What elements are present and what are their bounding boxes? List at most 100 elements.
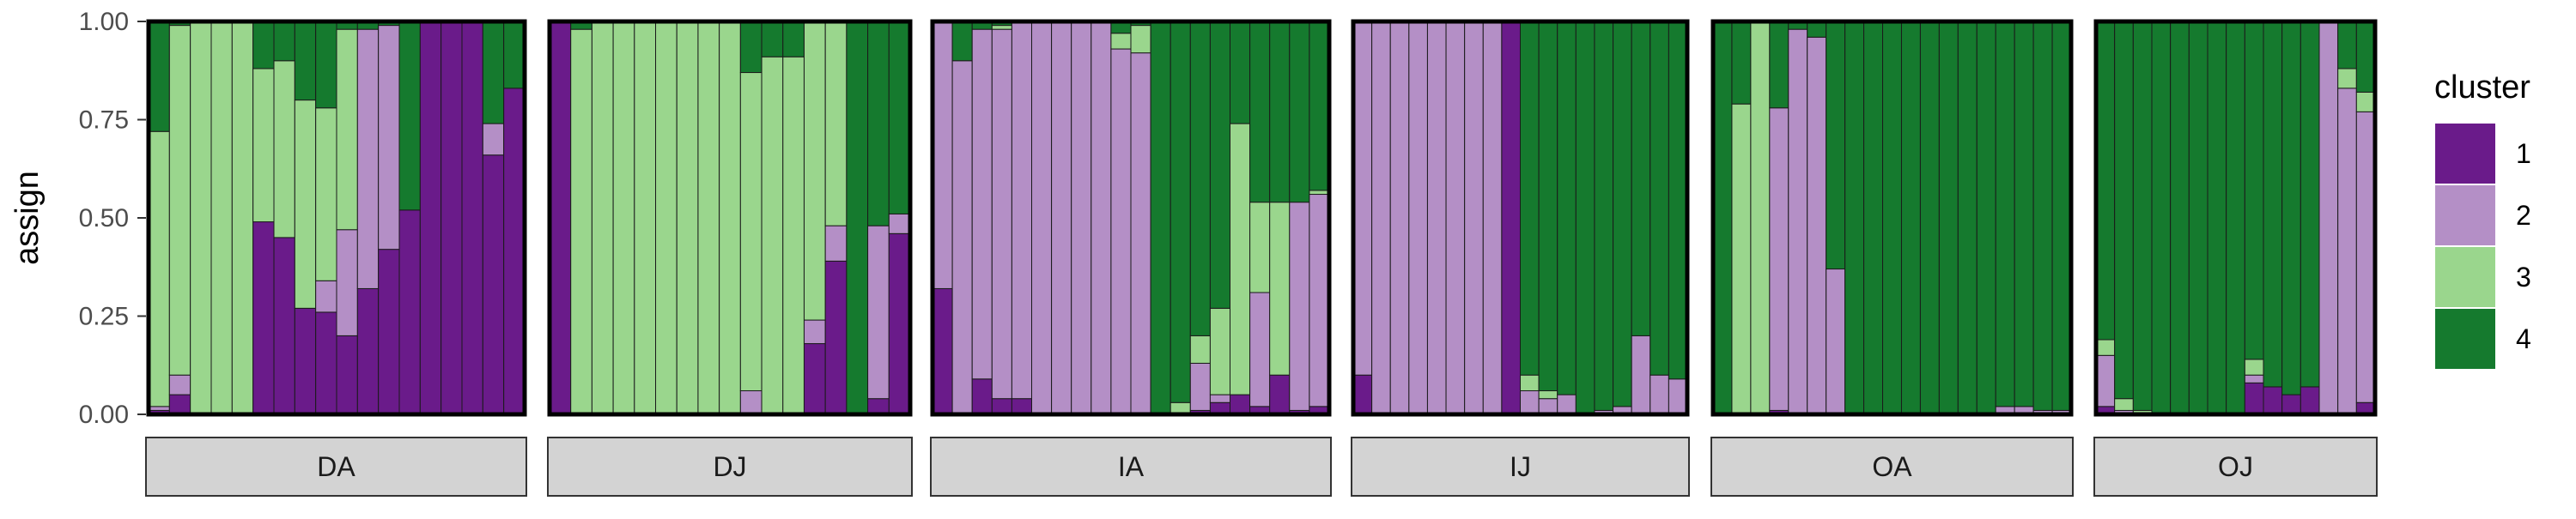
bar-segment-cluster-2 bbox=[356, 28, 380, 289]
bar-segment-cluster-4 bbox=[1769, 21, 1789, 109]
bar-segment-cluster-2 bbox=[1807, 36, 1827, 415]
bar-segment-cluster-4 bbox=[888, 21, 911, 214]
bar-segment-cluster-4 bbox=[1882, 21, 1902, 415]
bar-segment-cluster-4 bbox=[1230, 21, 1251, 124]
bar-segment-cluster-2 bbox=[991, 28, 1012, 400]
strip-background bbox=[930, 437, 1332, 497]
legend-key bbox=[2433, 245, 2497, 309]
bar-segment-cluster-3 bbox=[2355, 91, 2376, 112]
legend-label: 2 bbox=[2516, 200, 2531, 231]
bar-segment-cluster-1 bbox=[356, 287, 380, 415]
bar-segment-cluster-1 bbox=[1269, 374, 1291, 415]
bar-segment-cluster-3 bbox=[1269, 202, 1291, 376]
strip-background bbox=[547, 437, 913, 497]
bar-segment-cluster-2 bbox=[1091, 21, 1112, 415]
facet-panels bbox=[146, 19, 2378, 417]
bar-segment-cluster-1 bbox=[294, 307, 317, 415]
bar-segment-cluster-2 bbox=[971, 28, 993, 380]
bar-segment-cluster-2 bbox=[824, 225, 848, 262]
bar-segment-cluster-3 bbox=[2244, 359, 2264, 376]
bar-segment-cluster-3 bbox=[1750, 21, 1771, 415]
bar-segment-cluster-2 bbox=[1426, 21, 1447, 415]
bar-segment-cluster-2 bbox=[1031, 21, 1053, 415]
strip-label: OA bbox=[1872, 451, 1912, 482]
bar-segment-cluster-3 bbox=[676, 21, 699, 415]
bar-segment-cluster-3 bbox=[719, 21, 741, 415]
bar-segment-cluster-1 bbox=[336, 335, 358, 415]
bar-segment-cluster-2 bbox=[2095, 354, 2116, 407]
y-tick-label: 1.00 bbox=[79, 8, 129, 36]
legend-item-2: 2 bbox=[2433, 184, 2531, 247]
bar-segment-cluster-4 bbox=[1938, 21, 1959, 415]
bar-segment-cluster-4 bbox=[761, 21, 784, 57]
panel-border bbox=[547, 19, 913, 417]
bar-segment-cluster-3 bbox=[148, 130, 170, 407]
bar-segment-cluster-1 bbox=[273, 237, 295, 415]
bar-segment-cluster-4 bbox=[1289, 21, 1310, 203]
facet-strip-oj: OJ bbox=[2093, 437, 2378, 497]
y-tick-label: 0.50 bbox=[79, 204, 129, 232]
bar-segment-cluster-1 bbox=[398, 209, 421, 415]
bar-segment-cluster-4 bbox=[1613, 21, 1632, 407]
bar-segment-cluster-2 bbox=[1189, 362, 1211, 411]
legend-label: 1 bbox=[2516, 138, 2531, 169]
bar-segment-cluster-2 bbox=[951, 60, 973, 415]
bar-segment-cluster-4 bbox=[2051, 21, 2072, 411]
bar-segment-cluster-3 bbox=[1230, 123, 1251, 395]
bar-segment-cluster-3 bbox=[273, 60, 295, 238]
bar-segment-cluster-1 bbox=[2244, 382, 2264, 415]
bar-segment-cluster-2 bbox=[1051, 21, 1072, 415]
facet-panel-ij bbox=[1351, 19, 1690, 417]
bar-segment-cluster-3 bbox=[2337, 68, 2357, 89]
bar-segment-cluster-3 bbox=[168, 25, 191, 376]
bar-segment-cluster-3 bbox=[1189, 335, 1211, 364]
bar-segment-cluster-4 bbox=[2337, 21, 2357, 69]
legend-item-3: 3 bbox=[2433, 245, 2531, 309]
bar-segment-cluster-4 bbox=[2188, 21, 2208, 415]
bar-segment-cluster-4 bbox=[1995, 21, 2015, 407]
facet-panel-ia bbox=[930, 19, 1332, 417]
bar-segment-cluster-3 bbox=[294, 100, 317, 309]
bar-segment-cluster-1 bbox=[168, 394, 191, 415]
bar-segment-cluster-4 bbox=[1844, 21, 1865, 415]
bar-segment-cluster-4 bbox=[273, 21, 295, 62]
bar-segment-cluster-3 bbox=[252, 68, 275, 223]
bar-segment-cluster-2 bbox=[1788, 28, 1808, 415]
bar-segment-cluster-1 bbox=[991, 398, 1012, 415]
bar-segment-cluster-2 bbox=[1371, 21, 1391, 415]
facet-panel-da bbox=[146, 19, 527, 417]
strip-label: OJ bbox=[2218, 451, 2253, 482]
bar-segment-cluster-2 bbox=[1011, 21, 1033, 400]
legend-item-4: 4 bbox=[2433, 307, 2531, 371]
bar-segment-cluster-2 bbox=[1826, 269, 1846, 415]
bar-segment-cluster-4 bbox=[398, 21, 421, 211]
bar-segment-cluster-3 bbox=[570, 28, 592, 415]
bar-segment-cluster-1 bbox=[1501, 21, 1522, 415]
bar-segment-cluster-3 bbox=[634, 21, 657, 415]
bar-segment-cluster-4 bbox=[2095, 21, 2116, 341]
bar-segment-cluster-4 bbox=[503, 21, 526, 89]
facet-strip-oa: OA bbox=[1710, 437, 2074, 497]
bar-segment-cluster-4 bbox=[2226, 21, 2245, 415]
bar-segment-cluster-1 bbox=[461, 21, 483, 415]
bar-segment-cluster-1 bbox=[419, 21, 442, 415]
bar-segment-cluster-4 bbox=[1575, 21, 1595, 415]
bar-segment-cluster-2 bbox=[1631, 335, 1651, 415]
bar-segment-cluster-4 bbox=[2263, 21, 2283, 388]
bar-segment-cluster-4 bbox=[1557, 21, 1577, 395]
bar-segment-cluster-3 bbox=[991, 25, 1012, 30]
bar-segment-cluster-4 bbox=[2114, 21, 2134, 400]
bar-segment-cluster-2 bbox=[1289, 202, 1310, 411]
legend-title: cluster bbox=[2434, 69, 2530, 106]
bar-segment-cluster-3 bbox=[1309, 190, 1330, 196]
bar-segment-cluster-3 bbox=[1538, 390, 1558, 400]
bar-segment-cluster-3 bbox=[591, 21, 614, 415]
bar-segment-cluster-2 bbox=[2355, 111, 2376, 403]
bar-segment-cluster-4 bbox=[2207, 21, 2227, 415]
bar-segment-cluster-2 bbox=[482, 123, 505, 156]
bar-segment-cluster-1 bbox=[2281, 394, 2301, 415]
bar-segment-cluster-3 bbox=[231, 21, 254, 415]
bar-segment-cluster-4 bbox=[1189, 21, 1211, 336]
